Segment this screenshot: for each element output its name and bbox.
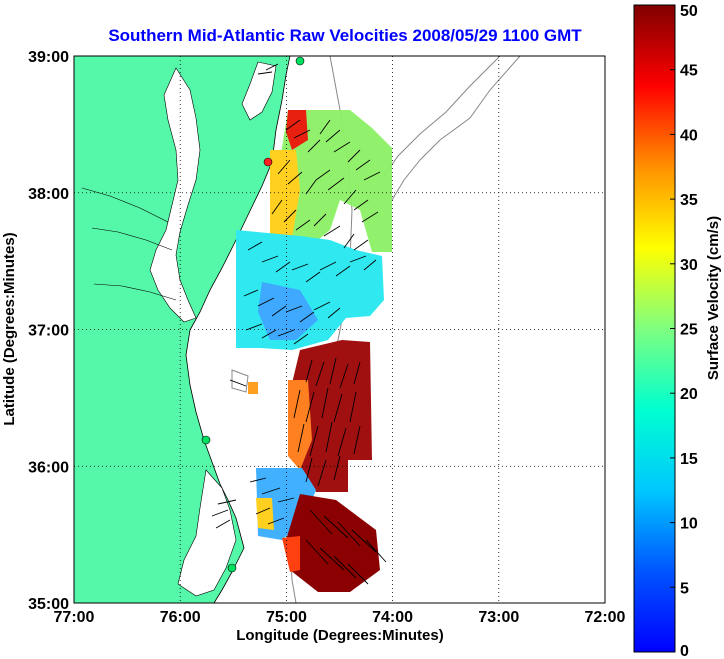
colorbar-tick-label: 30	[680, 257, 698, 274]
y-axis-label: Latitude (Degrees:Minutes)	[1, 232, 18, 425]
radar-site-marker	[295, 56, 305, 66]
y-tick-label: 36:00	[28, 459, 69, 476]
velocity-vectors	[211, 63, 387, 585]
y-tick-label: 35:00	[28, 596, 69, 613]
delaware-bay	[241, 61, 277, 121]
bathymetry-contour	[383, 56, 501, 177]
colorbar-tick-labels: 0 5 10 15 20 25 30 35 40 45 50	[670, 3, 698, 659]
x-tick-label: 77:00	[54, 609, 95, 626]
colorbar-tick-label: 20	[680, 386, 698, 403]
colorbar-tick-label: 5	[680, 580, 689, 597]
chart-title: Southern Mid-Atlantic Raw Velocities 200…	[108, 26, 582, 45]
colorbar-tick-label: 45	[680, 63, 698, 80]
x-tick-label: 74:00	[372, 609, 413, 626]
colorbar-label: Surface Velocity (cm/s)	[705, 216, 722, 380]
coverage-northern-red	[286, 110, 308, 150]
y-tick-label: 39:00	[28, 49, 69, 66]
colorbar-tick-label: 10	[680, 516, 698, 533]
colorbar	[633, 4, 676, 653]
colorbar-tick-label: 0	[680, 643, 689, 659]
plot-frame	[73, 55, 606, 604]
radar-site-marker	[263, 157, 273, 167]
x-tick-labels: 77:00 76:00 75:00 74:00 73:00 72:00	[54, 609, 626, 626]
colorbar-tick-label: 25	[680, 322, 698, 339]
grid-lines	[74, 56, 605, 603]
colorbar-tick-label: 40	[680, 127, 698, 144]
coverage-offshore-dot	[248, 382, 258, 394]
x-tick-label: 76:00	[160, 609, 201, 626]
river-potomac	[81, 187, 169, 223]
y-tick-label: 38:00	[28, 186, 69, 203]
bathymetry-contour	[231, 369, 249, 393]
x-tick-label: 72:00	[585, 609, 626, 626]
coverage-northern-yellow	[270, 150, 300, 250]
coverage-southern-jet	[288, 340, 372, 492]
river-rappahannock	[91, 227, 173, 251]
radar-site-marker	[227, 563, 237, 573]
river-james	[93, 283, 177, 301]
y-tick-labels: 39:00 38:00 37:00 36:00 35:00	[28, 49, 69, 613]
y-tick-label: 37:00	[28, 323, 69, 340]
coverage-southern-jet-orange	[288, 380, 312, 470]
colorbar-tick-label: 15	[680, 451, 698, 468]
bathymetry-contour	[391, 56, 521, 201]
coverage-northern	[270, 110, 392, 252]
coverage-cape-yellow	[256, 498, 274, 530]
chesapeake-bay	[149, 67, 201, 323]
pamlico-sound	[177, 469, 237, 597]
colorbar-tick-label: 35	[680, 192, 698, 209]
coverage-hatteras	[286, 494, 380, 592]
x-tick-label: 75:00	[266, 609, 307, 626]
x-tick-label: 73:00	[478, 609, 519, 626]
radar-site-marker	[201, 435, 211, 445]
colorbar-tick-label: 50	[680, 3, 698, 20]
x-axis-label: Longitude (Degrees:Minutes)	[236, 627, 444, 644]
